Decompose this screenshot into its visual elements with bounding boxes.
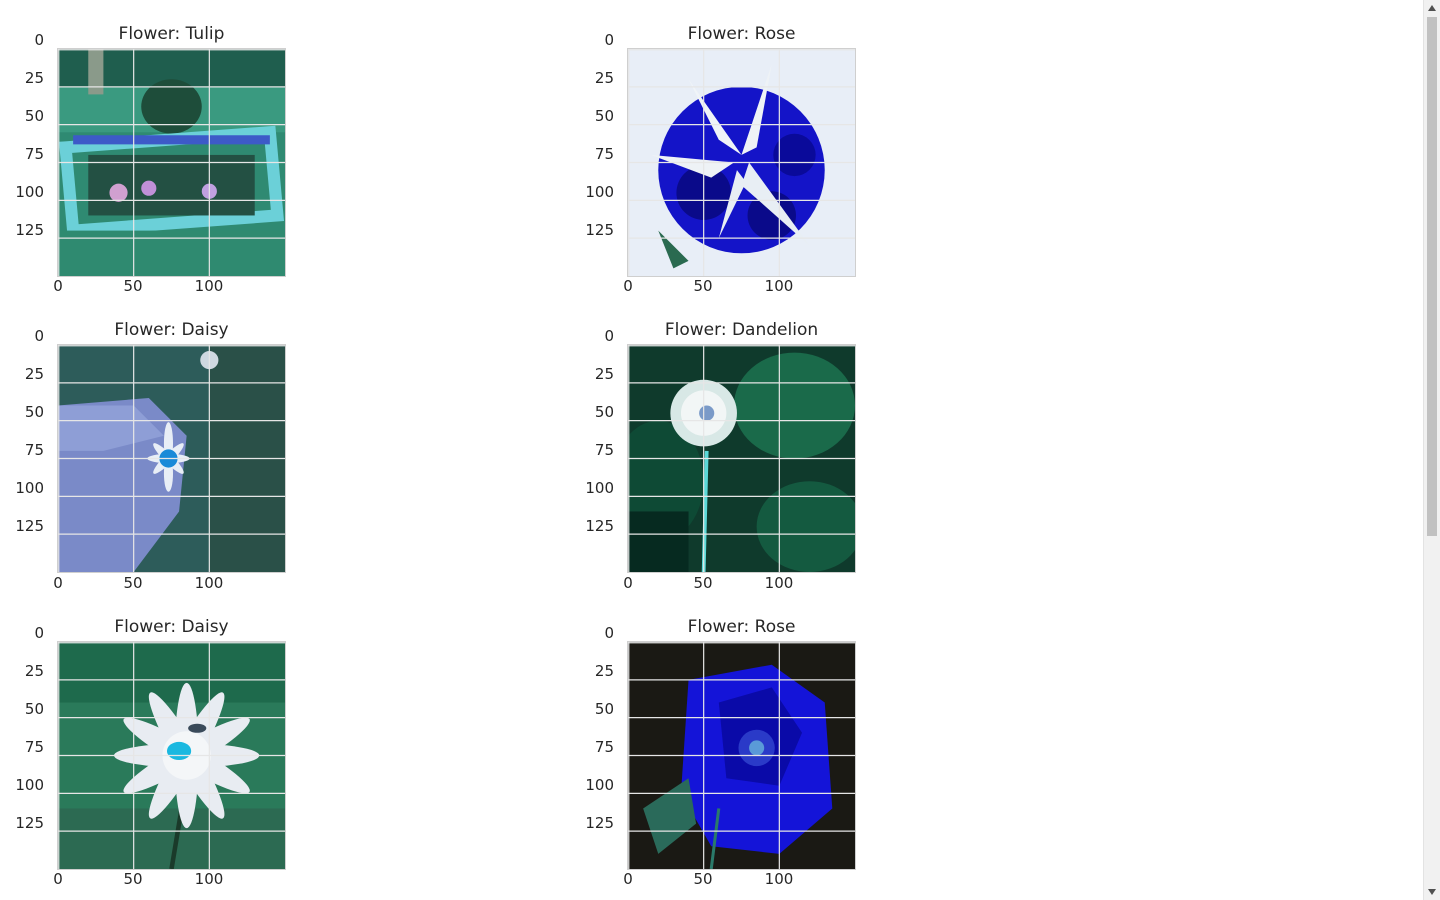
x-tick: 0 xyxy=(53,574,63,592)
y-tick: 0 xyxy=(604,327,614,345)
x-tick: 50 xyxy=(693,870,713,888)
y-tick: 25 xyxy=(594,365,614,383)
x-tick: 100 xyxy=(194,870,224,888)
y-tick: 50 xyxy=(24,107,44,125)
grid-lines xyxy=(628,345,855,572)
y-tick: 25 xyxy=(24,662,44,680)
y-tick: 50 xyxy=(594,700,614,718)
subplot-title: Flower: Dandelion xyxy=(664,320,819,340)
x-tick: 50 xyxy=(123,870,143,888)
y-tick: 125 xyxy=(15,814,44,832)
image-frame xyxy=(627,641,856,870)
x-tick: 50 xyxy=(693,574,713,592)
y-tick: 75 xyxy=(594,738,614,756)
x-tick: 50 xyxy=(123,277,143,295)
x-tick: 50 xyxy=(123,574,143,592)
y-tick: 75 xyxy=(24,441,44,459)
y-tick: 125 xyxy=(585,517,614,535)
subplot-1: Flower: Tulip xyxy=(0,10,300,300)
subplot-title: Flower: Tulip xyxy=(118,24,225,44)
y-tick: 125 xyxy=(585,814,614,832)
y-tick: 125 xyxy=(585,221,614,239)
y-tick: 50 xyxy=(594,107,614,125)
grid-lines xyxy=(58,642,285,869)
x-tick: 100 xyxy=(764,574,794,592)
x-tick: 100 xyxy=(764,277,794,295)
y-tick: 0 xyxy=(604,31,614,49)
scroll-down-arrow-icon[interactable] xyxy=(1424,884,1440,900)
subplot-3: Flower: Daisy xyxy=(0,306,300,596)
subplot-title: Flower: Rose xyxy=(687,617,796,637)
x-tick: 100 xyxy=(194,277,224,295)
y-tick: 0 xyxy=(34,31,44,49)
y-tick: 25 xyxy=(24,365,44,383)
y-tick: 25 xyxy=(594,69,614,87)
grid-lines xyxy=(58,49,285,276)
subplot-5: Flower: Daisy xyxy=(0,603,300,893)
image-frame xyxy=(57,344,286,573)
x-tick: 0 xyxy=(623,277,633,295)
y-tick: 100 xyxy=(15,183,44,201)
y-tick: 100 xyxy=(15,479,44,497)
x-tick: 100 xyxy=(194,574,224,592)
y-tick: 75 xyxy=(24,145,44,163)
image-frame xyxy=(57,48,286,277)
y-tick: 25 xyxy=(594,662,614,680)
scroll-up-arrow-icon[interactable] xyxy=(1424,0,1440,16)
grid-lines xyxy=(628,49,855,276)
y-tick: 50 xyxy=(594,403,614,421)
subplot-4: Flower: Dandelion 0 25 xyxy=(570,306,870,596)
y-tick: 0 xyxy=(604,624,614,642)
y-tick: 100 xyxy=(15,776,44,794)
image-frame xyxy=(627,344,856,573)
x-tick: 50 xyxy=(693,277,713,295)
x-tick: 0 xyxy=(53,277,63,295)
scrollbar-thumb[interactable] xyxy=(1427,17,1437,536)
grid-lines xyxy=(628,642,855,869)
x-tick: 0 xyxy=(53,870,63,888)
y-tick: 50 xyxy=(24,403,44,421)
y-tick: 125 xyxy=(15,221,44,239)
y-tick: 50 xyxy=(24,700,44,718)
x-tick: 0 xyxy=(623,574,633,592)
y-tick: 100 xyxy=(585,183,614,201)
x-tick: 100 xyxy=(764,870,794,888)
vertical-scrollbar[interactable] xyxy=(1423,0,1440,900)
y-tick: 100 xyxy=(585,479,614,497)
x-tick: 0 xyxy=(623,870,633,888)
subplot-title: Flower: Daisy xyxy=(114,320,229,340)
y-tick: 75 xyxy=(594,145,614,163)
y-tick: 75 xyxy=(24,738,44,756)
y-tick: 0 xyxy=(34,327,44,345)
y-tick: 0 xyxy=(34,624,44,642)
y-tick: 100 xyxy=(585,776,614,794)
y-tick: 75 xyxy=(594,441,614,459)
subplot-title: Flower: Daisy xyxy=(114,617,229,637)
image-frame xyxy=(627,48,856,277)
y-tick: 25 xyxy=(24,69,44,87)
subplot-6: Flower: Rose 0 25 50 75 100 xyxy=(570,603,870,893)
subplot-2: Flower: Rose xyxy=(570,10,870,300)
y-tick: 125 xyxy=(15,517,44,535)
image-frame xyxy=(57,641,286,870)
grid-lines xyxy=(58,345,285,572)
subplot-title: Flower: Rose xyxy=(687,24,796,44)
